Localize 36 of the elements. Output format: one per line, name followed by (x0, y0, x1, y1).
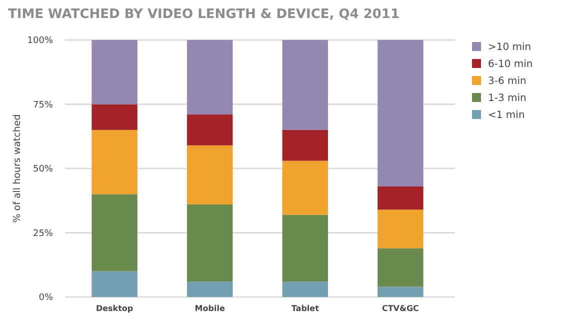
y-tick-label: 25% (32, 228, 54, 239)
y-tick-label: 50% (32, 164, 54, 175)
bar (282, 282, 328, 297)
bar (378, 286, 424, 297)
y-tick-label: 100% (27, 36, 54, 46)
bar (282, 160, 328, 215)
bar (186, 114, 233, 146)
x-tick-label: CTV&GC (382, 304, 420, 313)
bar (378, 40, 424, 186)
y-tick-label: 0% (38, 293, 54, 304)
bar (92, 104, 138, 130)
bar (282, 40, 328, 130)
bar (186, 204, 233, 282)
legend-label: 3-6 min (488, 76, 526, 87)
legend-label: >10 min (488, 42, 532, 53)
bar (186, 282, 233, 297)
legend-label: 1-3 min (488, 93, 526, 104)
bar (92, 194, 138, 272)
bar (378, 186, 424, 210)
x-tick-label: Tablet (291, 304, 320, 313)
bar (186, 145, 233, 204)
bar (186, 40, 233, 115)
bar (378, 210, 424, 248)
legend-label: <1 min (488, 110, 525, 121)
y-tick-label: 75% (32, 100, 54, 110)
bar (92, 40, 138, 104)
chart-title: TIME WATCHED BY VIDEO LENGTH & DEVICE, Q4 2011 (8, 7, 400, 22)
bar (282, 130, 328, 161)
x-tick-label: Desktop (96, 304, 134, 313)
legend-label: 6-10 min (488, 59, 533, 70)
x-tick-label: Mobile (194, 304, 226, 313)
bar (92, 130, 138, 194)
bar (378, 248, 424, 287)
y-axis-title: % of all hours watched (12, 114, 23, 223)
bar (282, 214, 328, 282)
bar (92, 271, 138, 297)
